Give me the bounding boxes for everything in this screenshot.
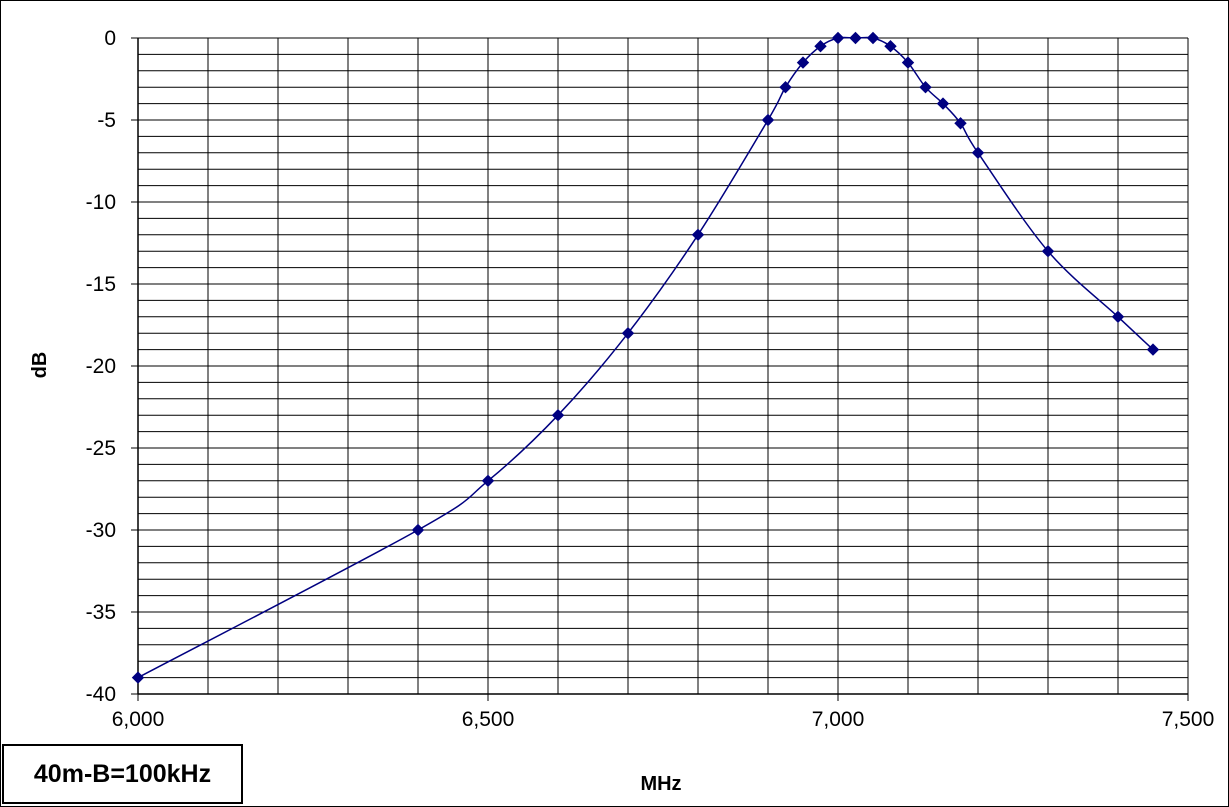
data-points	[131, 31, 1160, 684]
y-tick-label: 0	[104, 27, 116, 50]
x-tick-label: 7,000	[812, 708, 865, 731]
x-tick-labels: 6,000 6,500 7,000 7,500	[112, 708, 1215, 731]
y-tick-label: -20	[86, 355, 116, 378]
y-tick-label: -5	[97, 109, 116, 132]
grid	[137, 37, 1189, 695]
data-point	[796, 56, 810, 69]
y-tick-labels: 0 -5 -10 -15 -20 -25 -30 -35 -40	[86, 27, 116, 706]
filter-label: 40m-B=100kHz	[33, 759, 212, 788]
series-line	[137, 36, 1154, 679]
data-point	[1146, 343, 1160, 356]
data-point	[971, 146, 985, 160]
data-point	[1041, 244, 1055, 258]
data-point	[919, 80, 932, 94]
data-point	[779, 80, 792, 94]
data-point	[866, 31, 880, 45]
axes	[131, 37, 1189, 701]
data-point	[814, 39, 827, 53]
data-point	[831, 31, 845, 45]
filter-label-box: 40m-B=100kHz	[2, 744, 243, 804]
data-point	[621, 326, 635, 340]
y-axis-title: dB	[29, 352, 51, 379]
data-point	[1111, 310, 1125, 324]
y-tick-label: -35	[86, 601, 116, 624]
data-point	[954, 117, 967, 130]
data-point	[131, 671, 145, 684]
data-point	[884, 39, 897, 53]
x-tick-label: 7,500	[1162, 708, 1215, 731]
data-point	[481, 474, 495, 488]
y-tick-label: -25	[86, 437, 116, 460]
data-point	[691, 228, 705, 242]
y-tick-label: -30	[86, 519, 116, 542]
data-point	[551, 408, 565, 422]
y-tick-label: -10	[86, 191, 116, 214]
x-axis-title: MHz	[640, 773, 681, 795]
data-point	[849, 31, 862, 45]
data-point	[761, 113, 775, 127]
y-tick-label: -15	[86, 273, 116, 296]
y-tick-label: -40	[86, 683, 116, 706]
data-point	[936, 97, 950, 110]
data-point	[901, 56, 915, 69]
data-point	[411, 523, 425, 537]
x-tick-label: 6,500	[462, 708, 515, 731]
x-tick-label: 6,000	[112, 708, 165, 731]
